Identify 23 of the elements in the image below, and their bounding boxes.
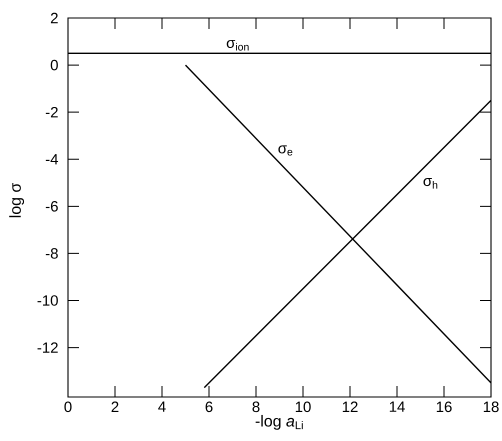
y-tick-label: -12 bbox=[38, 342, 58, 353]
x-axis-title: -log a$_{Li}$ bbox=[256, 414, 303, 430]
y-axis-title: log σ bbox=[9, 182, 24, 218]
x-tick-label: 10 bbox=[296, 402, 311, 412]
x-tick-label: 14 bbox=[390, 402, 405, 412]
x-tick-label: 12 bbox=[342, 402, 358, 412]
y-tick-label: 2 bbox=[50, 12, 58, 24]
y-tick-label: -4 bbox=[46, 154, 58, 164]
x-tick-label: 0 bbox=[64, 402, 72, 412]
y-tick-label: -6 bbox=[46, 201, 58, 212]
x-tick-label: 18 bbox=[484, 402, 499, 412]
series-label: σ$_{e}$ bbox=[278, 145, 292, 156]
y-tick-label: -8 bbox=[46, 248, 58, 259]
x-tick-label: 16 bbox=[436, 402, 452, 412]
y-tick-label: -10 bbox=[38, 295, 58, 306]
series-label: σ$_{h}$ bbox=[424, 178, 438, 189]
y-tick-label: -2 bbox=[46, 106, 58, 118]
legend-label: σ$_{ion}$ bbox=[226, 40, 249, 51]
x-tick-label: 4 bbox=[158, 402, 166, 412]
y-tick-label: 0 bbox=[50, 60, 58, 70]
x-tick-label: 6 bbox=[206, 402, 212, 412]
x-tick-label: 2 bbox=[112, 402, 118, 412]
x-tick-label: 8 bbox=[252, 402, 260, 412]
